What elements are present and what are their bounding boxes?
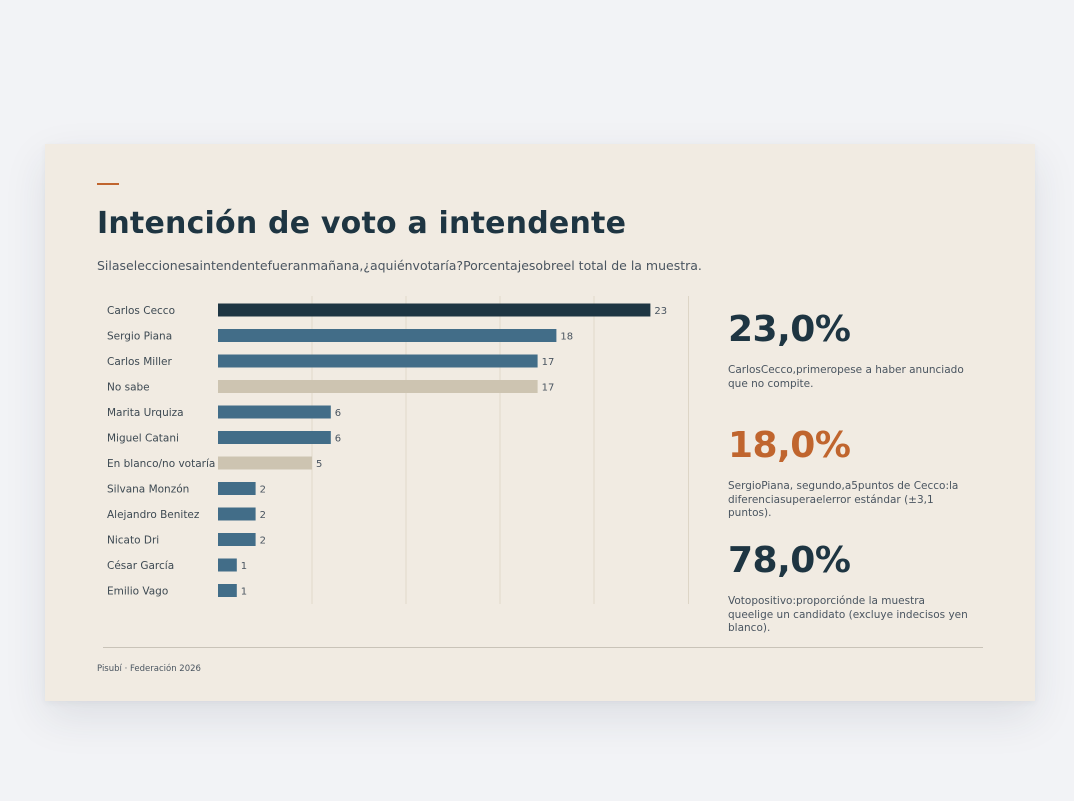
stat-block-runner-up: 18,0% SergioPiana, segundo,a5puntos de C… — [728, 426, 968, 521]
bar-value-miguel-catani: 6 — [335, 434, 341, 445]
bar-miguel-catani — [218, 431, 331, 444]
stat-value-leader: 23,0% — [728, 309, 851, 350]
bar-nicato-dri — [218, 533, 256, 546]
bar-label-en-blanco-no-votaria: En blanco/no votaría — [107, 458, 215, 470]
bar-value-carlos-cecco: 23 — [654, 306, 667, 317]
bar-label-emilio-vago: Emilio Vago — [107, 586, 168, 598]
bar-value-emilio-vago: 1 — [241, 587, 247, 598]
bar-value-cesar-garcia: 1 — [241, 561, 247, 572]
bar-value-nicato-dri: 2 — [260, 536, 266, 547]
bar-sergio-piana — [218, 329, 557, 342]
bar-value-no-sabe: 17 — [542, 383, 555, 394]
footer-source: Pisubí · Federación 2026 — [97, 664, 201, 674]
stat-description-runner-up: SergioPiana, segundo,a5puntos de Cecco:l… — [728, 480, 959, 519]
page-subtitle: Silaseleccionesaintendentefueranmañana,¿… — [97, 258, 702, 273]
bar-no-sabe — [218, 380, 538, 393]
stat-value-runner-up: 18,0% — [728, 425, 851, 466]
footer-divider — [103, 647, 983, 648]
bar-silvana-monzon — [218, 482, 256, 495]
bar-value-en-blanco-no-votaria: 5 — [316, 459, 322, 470]
stat-block-positive-vote: 78,0% Votopositivo:proporciónde la muest… — [728, 541, 968, 636]
bar-value-marita-urquiza: 6 — [335, 408, 341, 419]
bar-label-silvana-monzon: Silvana Monzón — [107, 484, 189, 496]
stat-value-positive-vote: 78,0% — [728, 540, 851, 581]
bar-value-sergio-piana: 18 — [560, 332, 573, 343]
bar-value-carlos-miller: 17 — [542, 357, 555, 368]
bar-value-alejandro-benitez: 2 — [260, 510, 266, 521]
bar-label-alejandro-benitez: Alejandro Benitez — [107, 509, 200, 521]
bar-cesar-garcia — [218, 558, 237, 572]
bar-en-blanco-no-votaria — [218, 456, 312, 470]
bar-label-no-sabe: No sabe — [107, 382, 150, 394]
slide-card: Intención de voto a intendente Silaselec… — [45, 144, 1035, 701]
page-title: Intención de voto a intendente — [97, 206, 627, 241]
bar-alejandro-benitez — [218, 507, 256, 521]
stat-description-leader: CarlosCecco,primeropese a haber anunciad… — [728, 364, 964, 390]
bar-label-carlos-miller: Carlos Miller — [107, 356, 173, 368]
bar-carlos-cecco — [218, 303, 651, 317]
bar-label-marita-urquiza: Marita Urquiza — [107, 407, 184, 419]
bar-label-nicato-dri: Nicato Dri — [107, 535, 159, 547]
accent-dash — [97, 183, 119, 185]
bar-label-carlos-cecco: Carlos Cecco — [107, 305, 175, 317]
bar-label-cesar-garcia: César García — [107, 560, 174, 572]
bar-label-miguel-catani: Miguel Catani — [107, 433, 179, 445]
bar-value-silvana-monzon: 2 — [260, 485, 266, 496]
vertical-divider — [688, 296, 689, 604]
stat-block-leader: 23,0% CarlosCecco,primeropese a haber an… — [728, 310, 968, 391]
bar-marita-urquiza — [218, 405, 331, 419]
stat-description-positive-vote: Votopositivo:proporciónde la muestra que… — [728, 595, 968, 634]
bar-carlos-miller — [218, 354, 538, 368]
bar-emilio-vago — [218, 584, 237, 597]
vote-intention-bar-chart: Carlos Cecco 23 Sergio Piana 18 Carlos Mille… — [107, 296, 667, 604]
bar-label-sergio-piana: Sergio Piana — [107, 331, 172, 343]
